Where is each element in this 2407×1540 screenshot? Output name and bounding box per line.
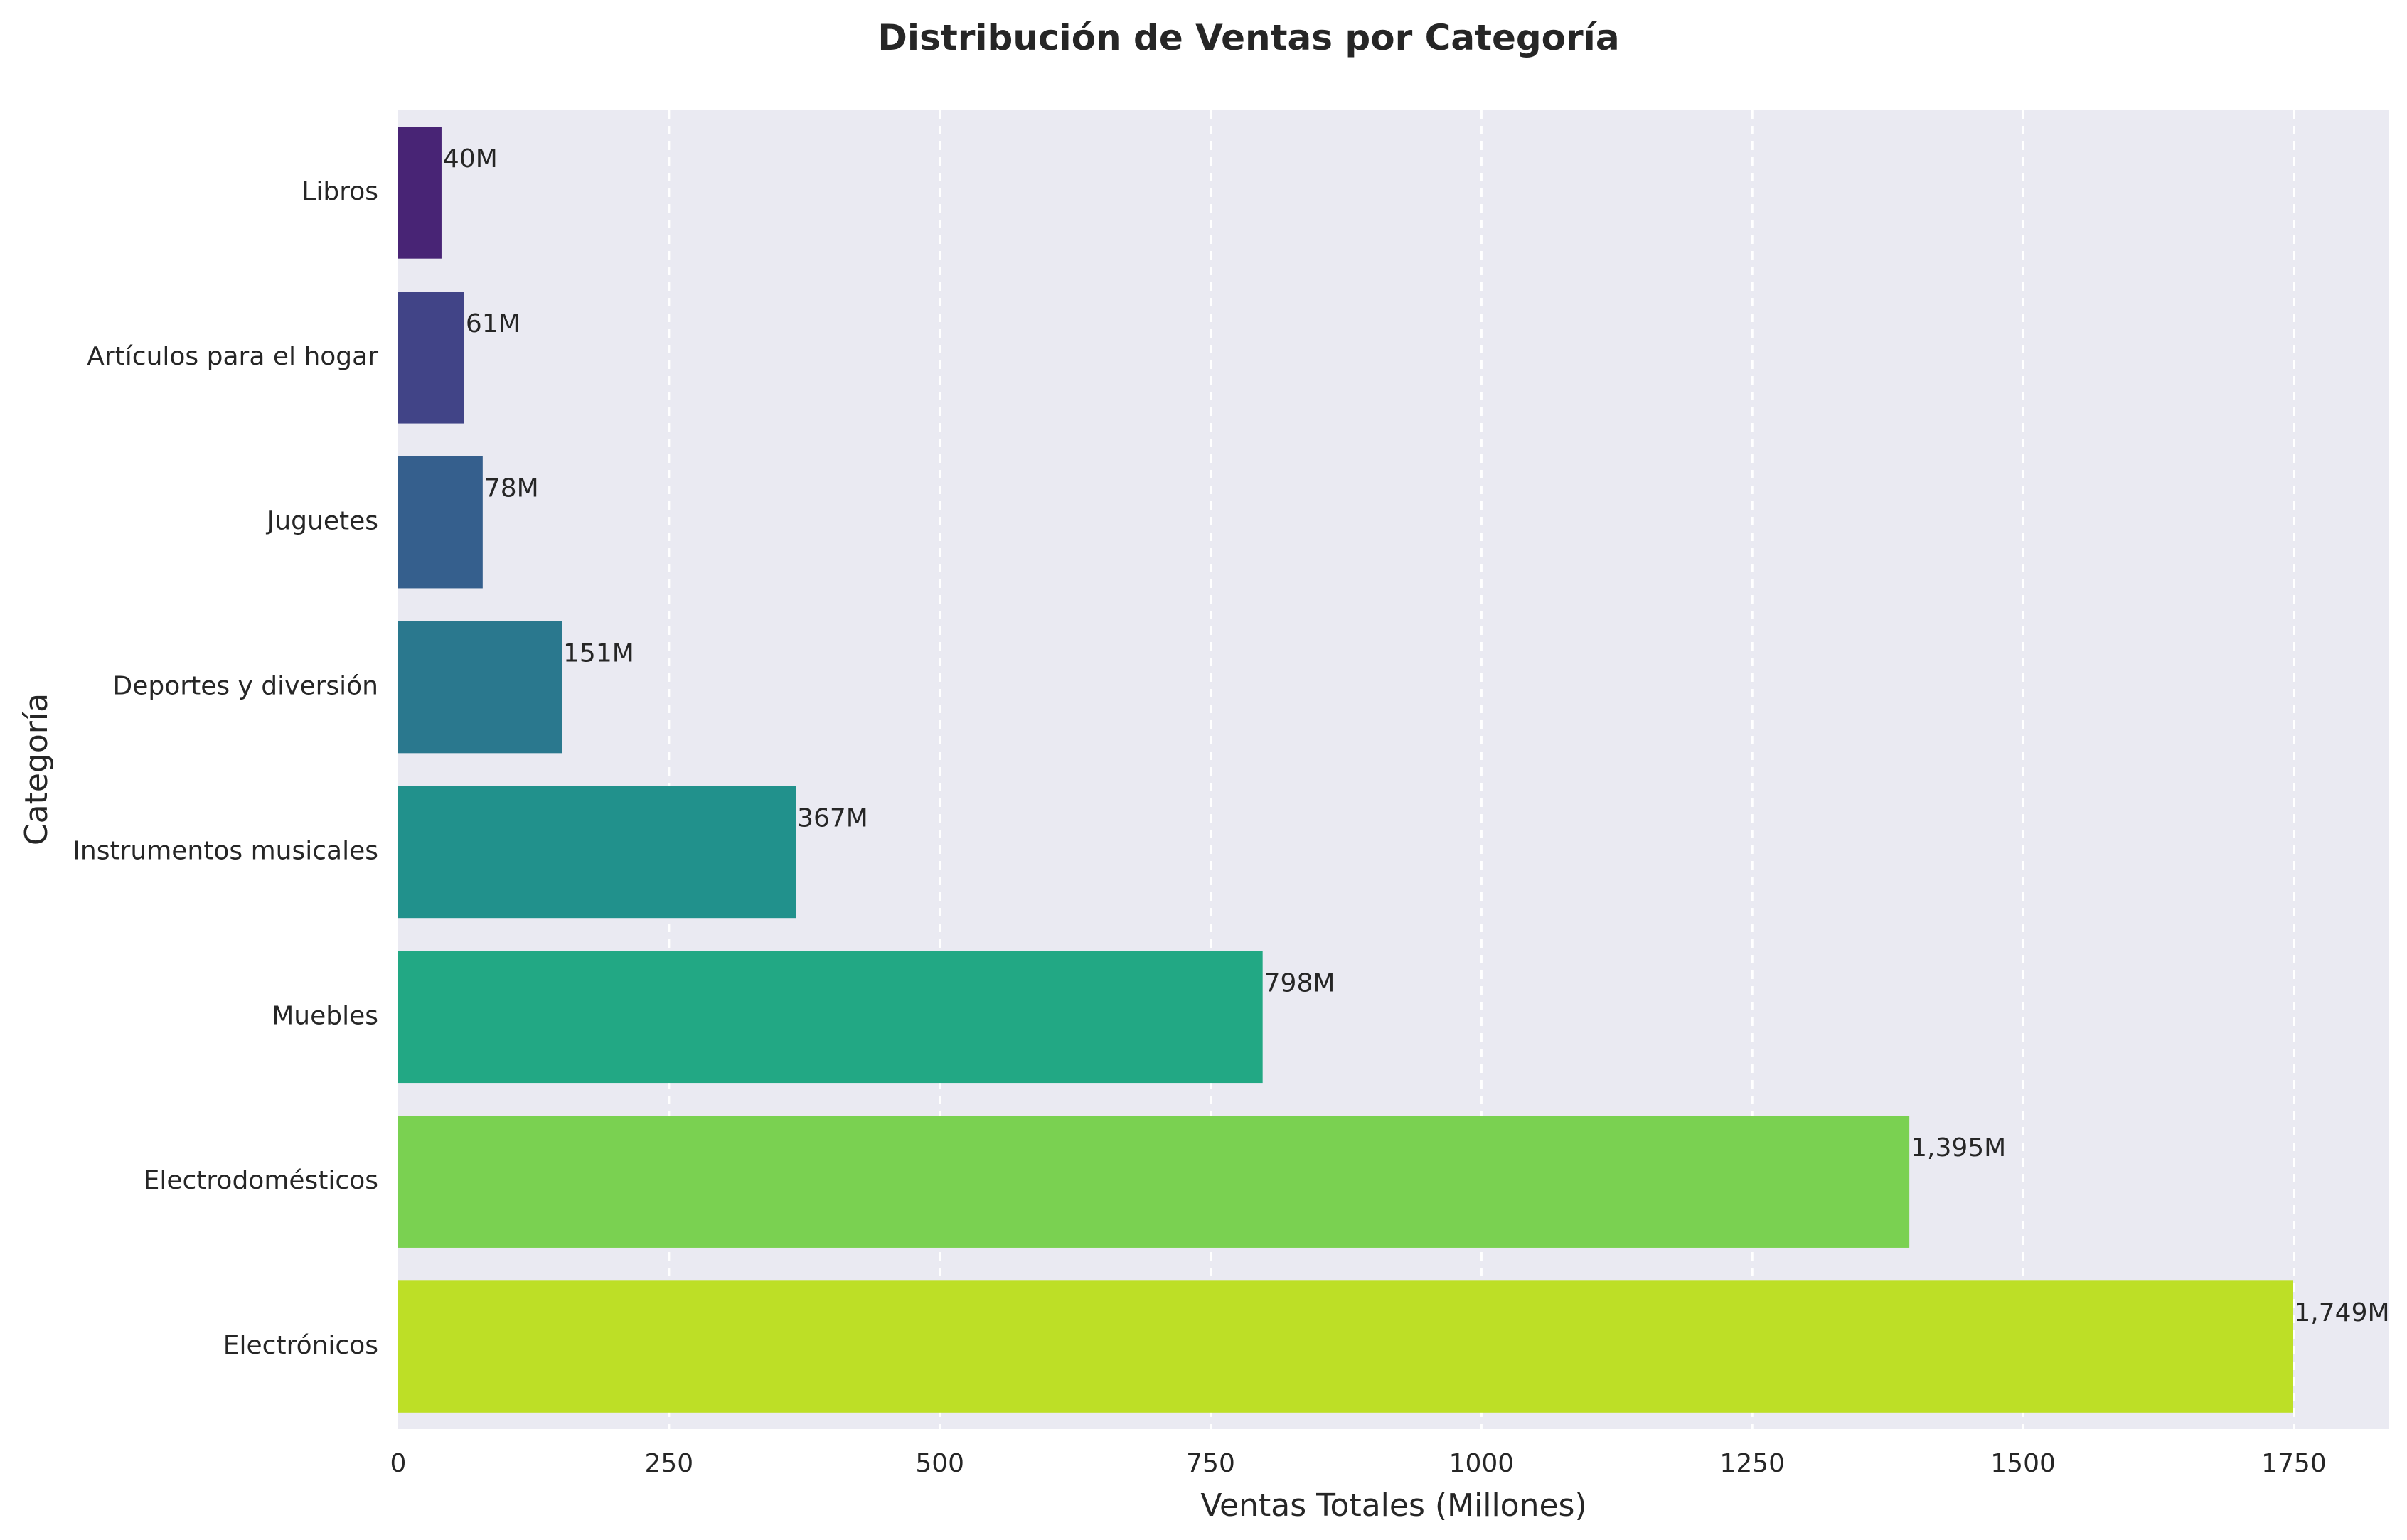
x-tick-label: 1750	[2261, 1449, 2327, 1478]
bar-value-label: 1,749M	[2294, 1298, 2389, 1327]
bar-value-label: 798M	[1264, 968, 1335, 998]
x-axis-tick-labels: 0 250 500 750 1000 1250 1500 1750	[390, 1449, 2327, 1478]
bar	[398, 621, 562, 754]
bar-value-label: 1,395M	[1911, 1133, 2006, 1162]
x-tick-label: 1250	[1719, 1449, 1785, 1478]
x-tick-label: 0	[390, 1449, 407, 1478]
bar	[398, 786, 796, 919]
y-axis-label: Categoría	[18, 693, 55, 845]
bar	[398, 292, 464, 424]
bar-value-label: 367M	[797, 803, 868, 833]
bar	[398, 1116, 1910, 1248]
y-axis-tick-labels: Libros Artículos para el hogar Juguetes Dep…	[73, 177, 378, 1360]
bar	[398, 456, 483, 589]
bar-value-label: 151M	[563, 639, 634, 668]
bar	[398, 951, 1263, 1084]
y-tick-label: Libros	[301, 177, 378, 206]
y-tick-label: Juguetes	[266, 507, 378, 536]
x-tick-label: 1500	[1990, 1449, 2056, 1478]
x-tick-label: 500	[915, 1449, 964, 1478]
x-gridlines	[668, 110, 2295, 1429]
y-tick-label: Electrónicos	[223, 1331, 378, 1360]
x-axis-label: Ventas Totales (Millones)	[1200, 1487, 1586, 1524]
bar-value-label: 61M	[466, 309, 521, 338]
bar-value-label: 40M	[443, 144, 498, 173]
bar-value-label: 78M	[484, 474, 539, 503]
x-tick-label: 750	[1186, 1449, 1235, 1478]
bar	[398, 1280, 2293, 1413]
chart-title: Distribución de Ventas por Categoría	[877, 17, 1619, 58]
bars	[398, 127, 2293, 1413]
bar	[398, 127, 442, 259]
y-tick-label: Muebles	[272, 1001, 378, 1030]
y-tick-label: Deportes y diversión	[113, 672, 378, 701]
y-tick-label: Artículos para el hogar	[87, 342, 378, 371]
y-tick-label: Electrodomésticos	[144, 1166, 378, 1195]
x-tick-label: 250	[644, 1449, 693, 1478]
x-tick-label: 1000	[1449, 1449, 1515, 1478]
bar-value-labels: 40M 61M 78M 151M 367M 798M 1,395M 1,749M	[443, 144, 2390, 1327]
y-tick-label: Instrumentos musicales	[73, 836, 378, 865]
